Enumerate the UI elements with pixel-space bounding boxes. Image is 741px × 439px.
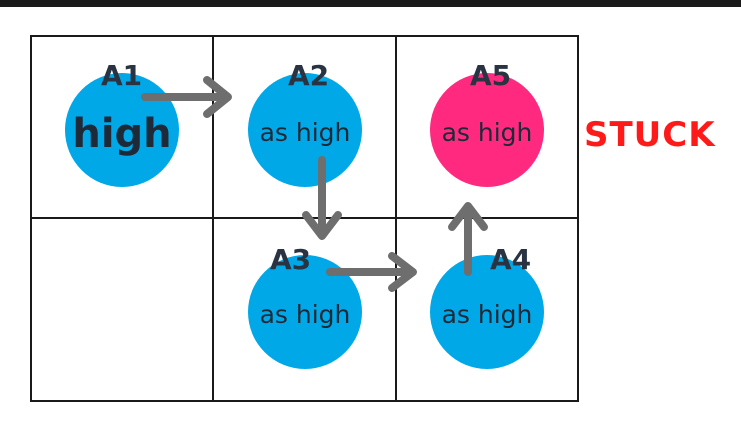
node-a2-label: A2 — [288, 59, 330, 92]
node-a5: A5 as high — [430, 59, 544, 187]
arrow-a2-a3 — [302, 156, 342, 240]
node-a4: A4 as high — [430, 243, 544, 369]
node-a3-label: A3 — [270, 243, 312, 276]
node-a4-text: as high — [441, 299, 533, 329]
node-a1-label: A1 — [101, 59, 143, 92]
node-a5-text: as high — [441, 117, 533, 147]
node-a2-text: as high — [259, 117, 351, 147]
arrow-a3-a4 — [326, 252, 417, 292]
node-a3: A3 as high — [248, 243, 362, 369]
node-a1-text: high — [72, 111, 172, 157]
node-a3-text: as high — [259, 299, 351, 329]
stuck-status: STUCK — [584, 115, 716, 155]
node-a5-label: A5 — [470, 59, 512, 92]
node-a2: A2 as high — [248, 59, 362, 187]
node-a1: A1 high — [65, 59, 179, 187]
node-a4-label: A4 — [490, 243, 532, 276]
arrow-a1-a2 — [141, 76, 232, 118]
top-bar — [0, 0, 741, 7]
arrow-a4-a5 — [448, 202, 488, 276]
